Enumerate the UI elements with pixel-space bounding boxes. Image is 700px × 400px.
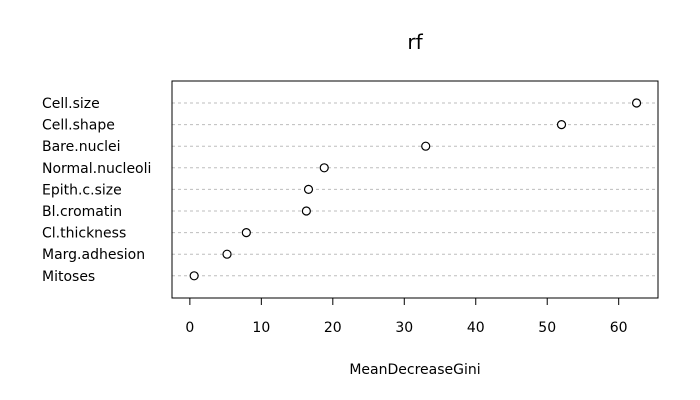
category-label: Bare.nuclei	[42, 139, 121, 155]
chart-title: rf	[407, 30, 423, 54]
data-point	[301, 206, 311, 216]
x-tick-label: 10	[252, 320, 270, 336]
category-label: Cl.thickness	[42, 226, 126, 242]
plot-area: Cell.size Cell.shape Bare.nuclei Normal.nuc…	[42, 80, 659, 336]
data-point	[303, 184, 314, 194]
x-tick-label: 20	[324, 320, 342, 336]
category-label: Epith.c.size	[42, 182, 122, 198]
category-label: Cell.shape	[42, 118, 115, 134]
x-tick-label: 0	[185, 320, 194, 336]
x-tick-label: 50	[538, 320, 556, 336]
x-axis-title: MeanDecreaseGini	[349, 362, 480, 378]
category-label: Normal.nucleoli	[42, 161, 151, 177]
data-point	[189, 271, 199, 281]
x-tick-label: 40	[467, 320, 485, 336]
data-point	[421, 141, 431, 151]
category-label: Bl.cromatin	[42, 204, 122, 220]
data-point	[631, 98, 642, 108]
data-point	[556, 119, 567, 130]
category-label: Mitoses	[42, 269, 95, 285]
x-tick-label: 60	[610, 320, 628, 336]
data-point	[319, 163, 329, 173]
category-label: Cell.size	[42, 96, 100, 112]
data-point	[222, 249, 232, 259]
x-tick-label: 30	[395, 320, 413, 336]
category-label: Marg.adhesion	[42, 247, 145, 263]
data-point	[241, 228, 251, 238]
